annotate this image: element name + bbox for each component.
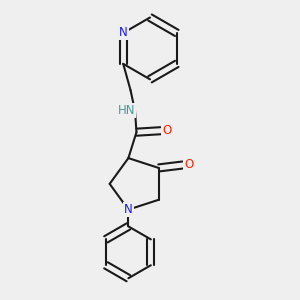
Text: O: O xyxy=(162,124,171,137)
Text: N: N xyxy=(119,26,128,40)
Text: N: N xyxy=(124,203,133,216)
Text: O: O xyxy=(184,158,193,172)
Text: HN: HN xyxy=(118,103,136,117)
